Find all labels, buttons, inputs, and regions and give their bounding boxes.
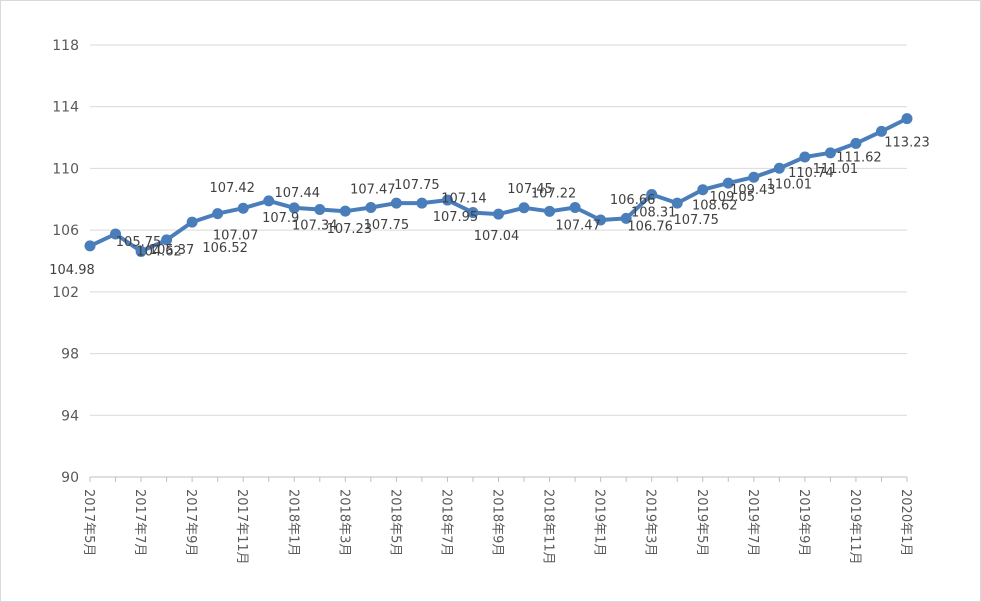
data-point — [110, 228, 122, 240]
x-tick-label: 2018年7月 — [438, 489, 453, 556]
y-tick-label: 90 — [61, 470, 79, 486]
x-tick-label: 2019年5月 — [694, 489, 709, 556]
data-point — [416, 197, 428, 209]
data-point — [339, 205, 351, 217]
data-label: 110.01 — [767, 177, 813, 192]
data-point — [620, 212, 632, 224]
data-label: 111.01 — [813, 162, 859, 177]
data-point — [646, 189, 658, 201]
x-tick-label: 2019年1月 — [592, 489, 607, 556]
data-label: 107.47 — [555, 218, 601, 233]
data-point — [544, 205, 556, 217]
y-tick-label: 102 — [52, 285, 79, 301]
data-point — [493, 208, 504, 220]
data-point — [365, 201, 377, 213]
data-point — [595, 214, 607, 226]
x-tick-label: 2018年3月 — [336, 489, 351, 556]
data-point — [773, 162, 785, 174]
y-tick-label: 118 — [52, 38, 79, 54]
series-line — [84, 113, 913, 257]
data-label: 107.75 — [364, 218, 410, 233]
data-label: 111.62 — [836, 150, 882, 165]
data-point — [850, 137, 862, 149]
data-point — [135, 245, 147, 257]
data-label: 107.04 — [474, 229, 520, 244]
data-label: 106.66 — [610, 193, 656, 208]
data-point — [518, 202, 530, 214]
data-point — [263, 195, 275, 207]
x-tick-label: 2017年9月 — [183, 489, 198, 556]
x-tick-label: 2018年1月 — [285, 489, 300, 556]
x-tick-label: 2018年9月 — [490, 489, 505, 556]
data-point — [314, 203, 326, 215]
data-point — [875, 125, 887, 137]
y-tick-label: 114 — [52, 100, 79, 116]
data-point — [212, 208, 224, 220]
x-tick-label: 2017年7月 — [132, 489, 147, 556]
data-label: 113.23 — [884, 136, 930, 151]
data-label: 107.07 — [213, 229, 259, 244]
data-label: 107.34 — [292, 218, 338, 233]
data-point — [390, 197, 402, 209]
data-point — [799, 151, 811, 163]
data-point — [237, 202, 249, 214]
data-label: 105.37 — [149, 243, 195, 258]
data-point — [84, 240, 96, 252]
data-label: 107.75 — [394, 178, 440, 193]
data-point — [697, 184, 709, 196]
data-label: 107.9 — [262, 211, 299, 226]
data-point — [186, 216, 198, 228]
data-label: 106.52 — [202, 241, 248, 256]
data-label: 110.74 — [788, 166, 834, 181]
data-label: 106.76 — [627, 219, 673, 234]
x-axis: 2017年5月 2017年7月 2017年9月 2017年11月 2018年1月 2018… — [81, 476, 913, 565]
data-point — [288, 202, 300, 214]
data-label: 107.42 — [209, 181, 255, 196]
x-tick-label: 2019年7月 — [745, 489, 760, 556]
x-tick-label: 2017年5月 — [81, 489, 96, 556]
x-tick-label: 2020年1月 — [898, 489, 913, 556]
x-tick-label: 2019年9月 — [796, 489, 811, 556]
data-point — [671, 197, 683, 209]
data-label: 105.75 — [116, 235, 162, 250]
data-point — [467, 207, 479, 219]
data-label: 107.23 — [327, 222, 373, 237]
data-label: 109.43 — [730, 183, 776, 198]
data-label: 107.45 — [507, 182, 553, 197]
data-label: 107.22 — [531, 186, 577, 201]
data-label: 107.47 — [350, 182, 396, 197]
data-label: 104.98 — [49, 263, 95, 278]
data-point — [901, 113, 913, 125]
data-point — [748, 171, 760, 183]
x-tick-label: 2018年11月 — [541, 489, 556, 565]
data-point — [441, 194, 453, 206]
x-tick-label: 2019年3月 — [643, 489, 658, 556]
y-tick-label: 106 — [52, 223, 79, 239]
x-tick-label: 2018年5月 — [387, 489, 402, 556]
y-axis: 90 94 98 102 106 110 114 118 — [52, 38, 79, 486]
data-label: 107.44 — [275, 186, 321, 201]
gridlines — [90, 44, 907, 416]
data-point — [161, 234, 173, 246]
data-label: 107.14 — [441, 192, 487, 207]
data-label: 107.75 — [673, 213, 719, 228]
data-label: 108.62 — [692, 199, 738, 214]
x-tick-label: 2019年11月 — [847, 489, 862, 565]
y-tick-label: 94 — [61, 408, 79, 424]
data-point — [722, 177, 734, 189]
y-tick-label: 98 — [61, 347, 79, 363]
data-label: 109.05 — [710, 190, 756, 205]
data-label: 104.62 — [136, 244, 182, 259]
x-tick-label: 2017年11月 — [234, 489, 249, 565]
data-point — [569, 201, 581, 213]
data-point — [824, 147, 836, 159]
data-label: 107.95 — [433, 210, 479, 225]
data-label: 108.31 — [631, 206, 677, 221]
y-tick-label: 110 — [52, 161, 79, 177]
